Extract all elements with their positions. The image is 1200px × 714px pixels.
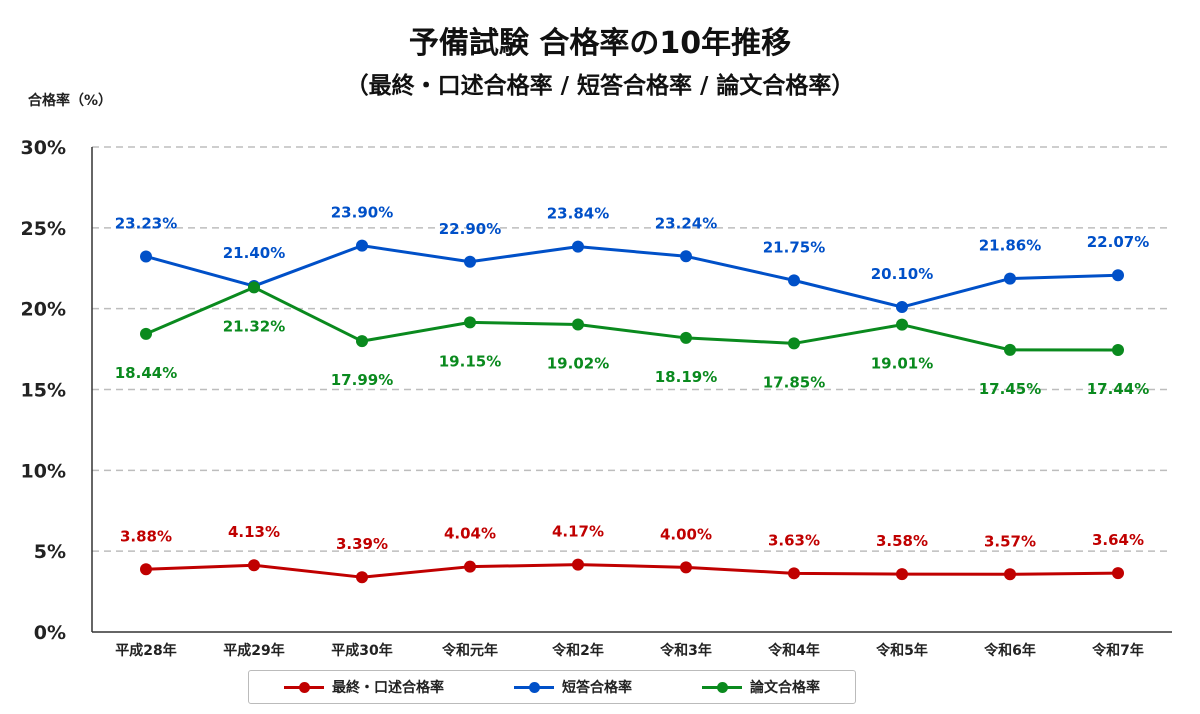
data-point bbox=[896, 568, 908, 581]
legend-swatch bbox=[702, 681, 742, 693]
data-label: 23.23% bbox=[115, 214, 177, 232]
x-tick-label: 令和元年 bbox=[441, 642, 498, 659]
y-axis-label: 合格率（%） bbox=[28, 93, 113, 109]
data-label: 3.63% bbox=[768, 531, 820, 549]
x-tick-label: 令和3年 bbox=[659, 642, 712, 659]
data-point bbox=[896, 318, 908, 331]
data-point bbox=[140, 250, 152, 263]
legend-item-essay: 論文合格率 bbox=[702, 677, 820, 697]
data-point bbox=[1112, 344, 1124, 357]
y-tick-label: 20% bbox=[21, 299, 66, 321]
data-point bbox=[464, 316, 476, 329]
data-point bbox=[680, 331, 692, 344]
data-point bbox=[788, 274, 800, 287]
data-label: 4.17% bbox=[552, 523, 604, 541]
data-point bbox=[248, 281, 260, 294]
data-label: 21.40% bbox=[223, 244, 285, 262]
data-point bbox=[896, 301, 908, 314]
x-tick-label: 平成30年 bbox=[331, 642, 392, 659]
data-point bbox=[1004, 568, 1016, 581]
legend-swatch bbox=[514, 681, 554, 693]
x-tick-label: 令和5年 bbox=[875, 642, 928, 659]
data-label: 22.07% bbox=[1087, 233, 1149, 251]
data-label: 4.13% bbox=[228, 523, 280, 541]
data-label: 3.64% bbox=[1092, 531, 1144, 549]
data-point bbox=[572, 558, 584, 571]
data-label: 3.57% bbox=[984, 532, 1036, 550]
data-label: 23.84% bbox=[547, 205, 609, 223]
chart-title: 予備試験 合格率の10年推移 bbox=[408, 26, 792, 61]
data-label: 20.10% bbox=[871, 265, 933, 283]
y-tick-label: 25% bbox=[21, 218, 66, 240]
data-label: 19.02% bbox=[547, 355, 609, 373]
y-tick-label: 15% bbox=[21, 380, 66, 402]
data-label: 21.32% bbox=[223, 317, 285, 335]
data-label: 19.01% bbox=[871, 355, 933, 373]
data-point bbox=[464, 255, 476, 268]
data-label: 17.45% bbox=[979, 380, 1041, 398]
data-point bbox=[1004, 343, 1016, 356]
data-point bbox=[1112, 567, 1124, 580]
data-point bbox=[680, 561, 692, 574]
data-label: 17.99% bbox=[331, 371, 393, 389]
data-point bbox=[356, 239, 368, 252]
data-point bbox=[248, 559, 260, 572]
legend: 最終・口述合格率 短答合格率 論文合格率 bbox=[248, 670, 856, 704]
data-point bbox=[572, 318, 584, 331]
data-label: 18.44% bbox=[115, 364, 177, 382]
data-point bbox=[1004, 272, 1016, 285]
data-label: 4.04% bbox=[444, 525, 496, 543]
data-label: 18.19% bbox=[655, 368, 717, 386]
data-point bbox=[788, 567, 800, 580]
legend-item-short-answer: 短答合格率 bbox=[514, 677, 632, 697]
x-tick-label: 令和2年 bbox=[551, 642, 604, 659]
data-label: 19.15% bbox=[439, 352, 501, 370]
data-point bbox=[356, 335, 368, 348]
y-tick-label: 10% bbox=[21, 460, 66, 482]
series-line bbox=[145, 244, 1119, 309]
x-tick-label: 平成29年 bbox=[223, 642, 284, 659]
legend-item-final: 最終・口述合格率 bbox=[284, 677, 444, 697]
x-tick-label: 令和4年 bbox=[767, 642, 820, 659]
data-label: 17.44% bbox=[1087, 380, 1149, 398]
data-label: 4.00% bbox=[660, 525, 712, 543]
legend-label: 論文合格率 bbox=[750, 680, 820, 696]
x-tick-label: 令和7年 bbox=[1091, 642, 1144, 659]
data-label: 17.85% bbox=[763, 373, 825, 391]
y-tick-label: 5% bbox=[34, 541, 66, 563]
data-label: 3.58% bbox=[876, 532, 928, 550]
data-label: 3.88% bbox=[120, 527, 172, 545]
series-line bbox=[145, 285, 1119, 352]
series-line bbox=[145, 563, 1119, 579]
data-label: 21.86% bbox=[979, 237, 1041, 255]
data-point bbox=[140, 563, 152, 576]
data-point bbox=[356, 571, 368, 584]
data-point bbox=[464, 560, 476, 573]
data-label: 23.24% bbox=[655, 214, 717, 232]
chart-subtitle: （最終・口述合格率 / 短答合格率 / 論文合格率） bbox=[345, 73, 855, 99]
legend-swatch bbox=[284, 681, 324, 693]
data-point bbox=[572, 240, 584, 253]
data-label: 3.39% bbox=[336, 535, 388, 553]
data-point bbox=[140, 327, 152, 340]
data-label: 22.90% bbox=[439, 220, 501, 238]
x-tick-label: 令和6年 bbox=[983, 642, 1036, 659]
legend-label: 短答合格率 bbox=[562, 680, 632, 696]
data-label: 21.75% bbox=[763, 238, 825, 256]
data-point bbox=[680, 250, 692, 263]
y-tick-label: 30% bbox=[21, 137, 66, 159]
x-tick-label: 平成28年 bbox=[115, 642, 176, 659]
data-label: 23.90% bbox=[331, 204, 393, 222]
y-tick-label: 0% bbox=[34, 622, 66, 644]
legend-label: 最終・口述合格率 bbox=[332, 680, 444, 696]
data-point bbox=[788, 337, 800, 350]
data-point bbox=[1112, 269, 1124, 282]
